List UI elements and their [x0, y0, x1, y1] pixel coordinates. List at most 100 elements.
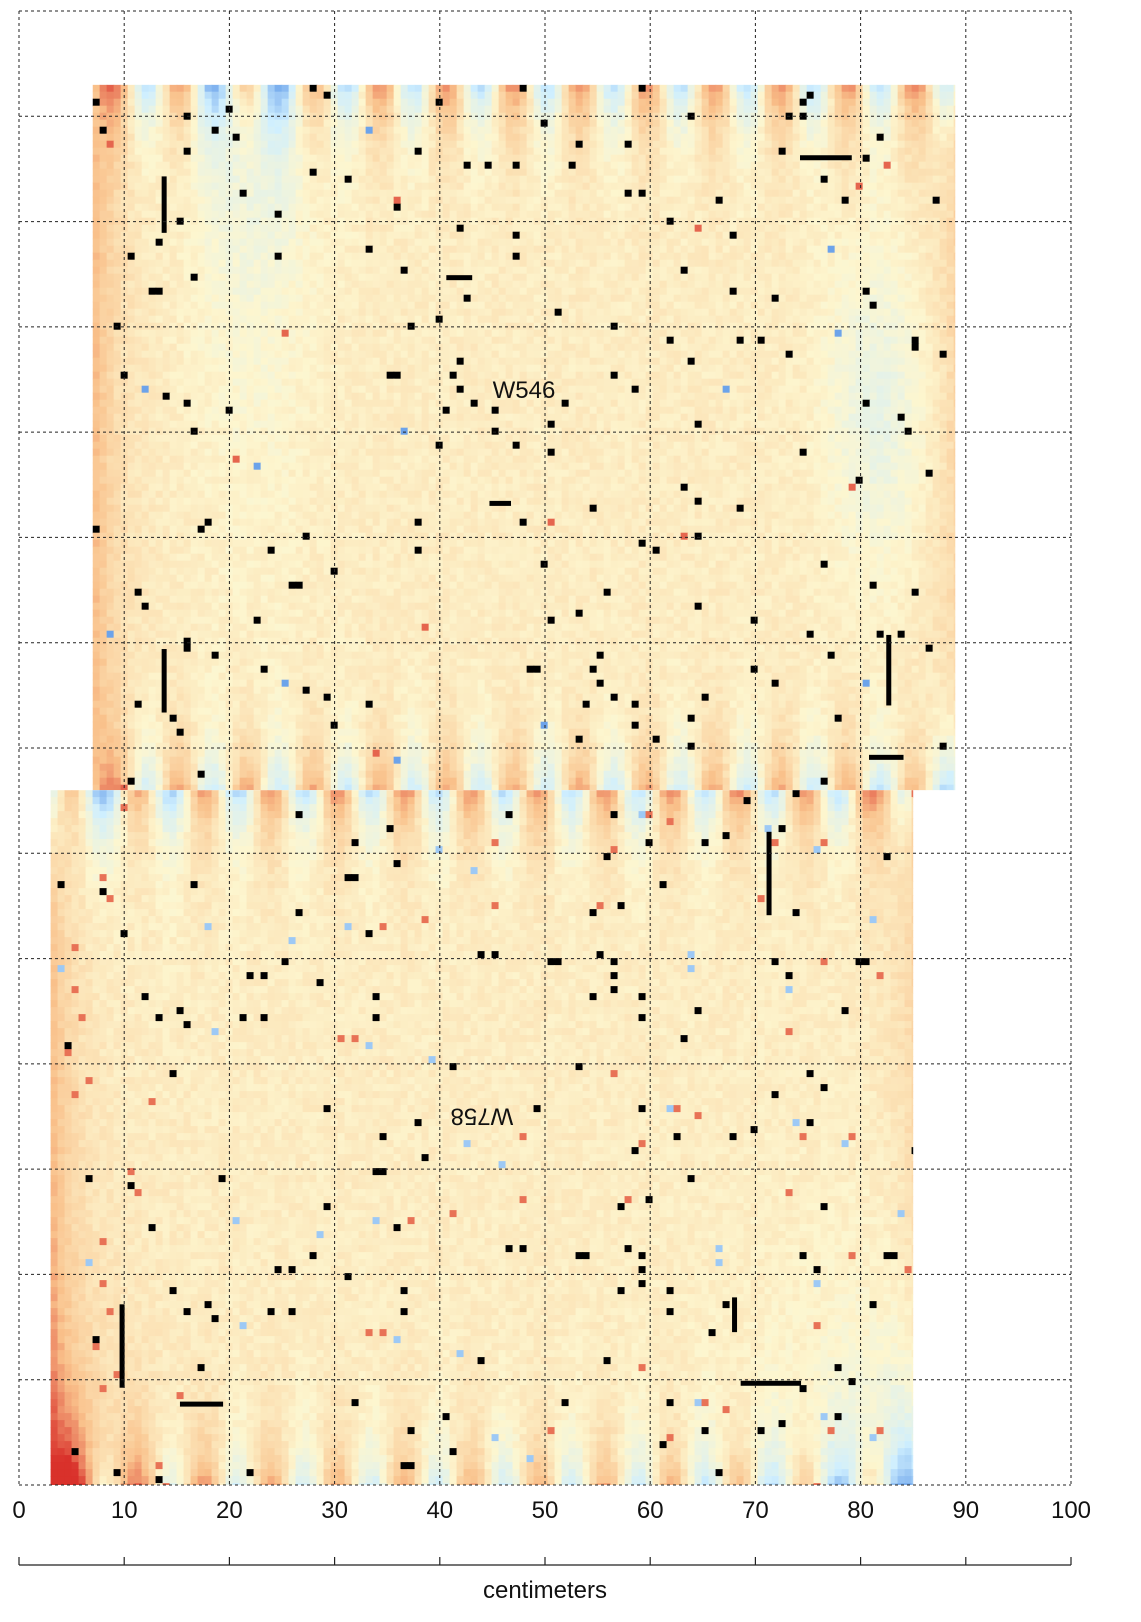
heatmap-cell [323, 266, 332, 275]
heatmap-cell [281, 168, 290, 177]
heatmap-cell [764, 280, 773, 289]
heatmap-cell [771, 252, 780, 261]
heatmap-cell [365, 329, 374, 338]
heatmap-cell [771, 91, 780, 100]
heatmap-cell [99, 126, 108, 135]
heatmap-cell [932, 252, 941, 261]
heatmap-cell [323, 119, 332, 128]
heatmap-cell [736, 259, 745, 268]
heatmap-cell [323, 231, 332, 240]
heatmap-cell [911, 273, 920, 282]
heatmap-cell [449, 294, 458, 303]
heatmap-cell [176, 203, 185, 212]
heatmap-cell [876, 168, 885, 177]
heatmap-cell [890, 350, 899, 359]
heatmap-cell [603, 245, 612, 254]
heatmap-cell [841, 329, 850, 338]
heatmap-cell [708, 231, 717, 240]
heatmap-cell [617, 154, 626, 163]
heatmap-cell [680, 336, 689, 345]
heatmap-cell [848, 105, 857, 114]
heatmap-cell [491, 350, 500, 359]
heatmap-cell [652, 301, 661, 310]
heatmap-cell [554, 245, 563, 254]
heatmap-cell [547, 140, 556, 149]
heatmap-cell [673, 350, 682, 359]
heatmap-cell [183, 259, 192, 268]
heatmap-cell [358, 119, 367, 128]
heatmap-cell [876, 308, 885, 317]
heatmap-cell [673, 91, 682, 100]
heatmap-cell [428, 126, 437, 135]
heatmap-cell [302, 294, 311, 303]
heatmap-cell [869, 294, 878, 303]
heatmap-cell [246, 175, 255, 184]
heatmap-cell [596, 91, 605, 100]
heatmap-cell [589, 147, 598, 156]
heatmap-cell [715, 140, 724, 149]
heatmap-cell [694, 238, 703, 247]
heatmap-cell [526, 147, 535, 156]
heatmap-cell [498, 175, 507, 184]
heatmap-cell [253, 357, 262, 366]
heatmap-cell [932, 168, 941, 177]
heatmap-cell [414, 224, 423, 233]
heatmap-cell [869, 98, 878, 107]
heatmap-cell [589, 98, 598, 107]
heatmap-cell [673, 231, 682, 240]
heatmap-cell [253, 224, 262, 233]
heatmap-cell [323, 315, 332, 324]
heatmap-cell [631, 266, 640, 275]
heatmap-cell [925, 98, 934, 107]
heatmap-cell [218, 315, 227, 324]
heatmap-cell [260, 231, 269, 240]
heatmap-cell [484, 287, 493, 296]
heatmap-cell [603, 357, 612, 366]
heatmap-cell [337, 224, 346, 233]
heatmap-cell [246, 105, 255, 114]
heatmap-cell [211, 161, 220, 170]
heatmap-cell [848, 84, 857, 93]
heatmap-cell [456, 182, 465, 191]
heatmap-cell [722, 224, 731, 233]
heatmap-cell [750, 252, 759, 261]
heatmap-cell [169, 98, 178, 107]
heatmap-cell [470, 357, 479, 366]
heatmap-cell [260, 294, 269, 303]
heatmap-cell [547, 112, 556, 121]
heatmap-cell [190, 343, 199, 352]
heatmap-cell [407, 301, 416, 310]
heatmap-cell [106, 287, 115, 296]
heatmap-cell [421, 175, 430, 184]
heatmap-cell [169, 119, 178, 128]
heatmap-cell [337, 210, 346, 219]
heatmap-cell [638, 147, 647, 156]
heatmap-cell [519, 287, 528, 296]
heatmap-cell [456, 245, 465, 254]
heatmap-cell [505, 168, 514, 177]
heatmap-cell [316, 119, 325, 128]
heatmap-cell [302, 287, 311, 296]
heatmap-cell [141, 329, 150, 338]
heatmap-cell [820, 266, 829, 275]
heatmap-cell [316, 336, 325, 345]
heatmap-cell [785, 175, 794, 184]
heatmap-cell [344, 329, 353, 338]
heatmap-cell [449, 189, 458, 198]
heatmap-cell [512, 231, 521, 240]
heatmap-cell [176, 196, 185, 205]
heatmap-cell [582, 105, 591, 114]
heatmap-cell [169, 343, 178, 352]
heatmap-cell [729, 259, 738, 268]
heatmap-cell [736, 182, 745, 191]
heatmap-cell [505, 315, 514, 324]
heatmap-cell [722, 329, 731, 338]
heatmap-cell [708, 161, 717, 170]
heatmap-cell [351, 301, 360, 310]
heatmap-cell [687, 84, 696, 93]
heatmap-cell [827, 91, 836, 100]
heatmap-cell [610, 161, 619, 170]
heatmap-cell [589, 112, 598, 121]
heatmap-cell [386, 140, 395, 149]
heatmap-cell [106, 343, 115, 352]
